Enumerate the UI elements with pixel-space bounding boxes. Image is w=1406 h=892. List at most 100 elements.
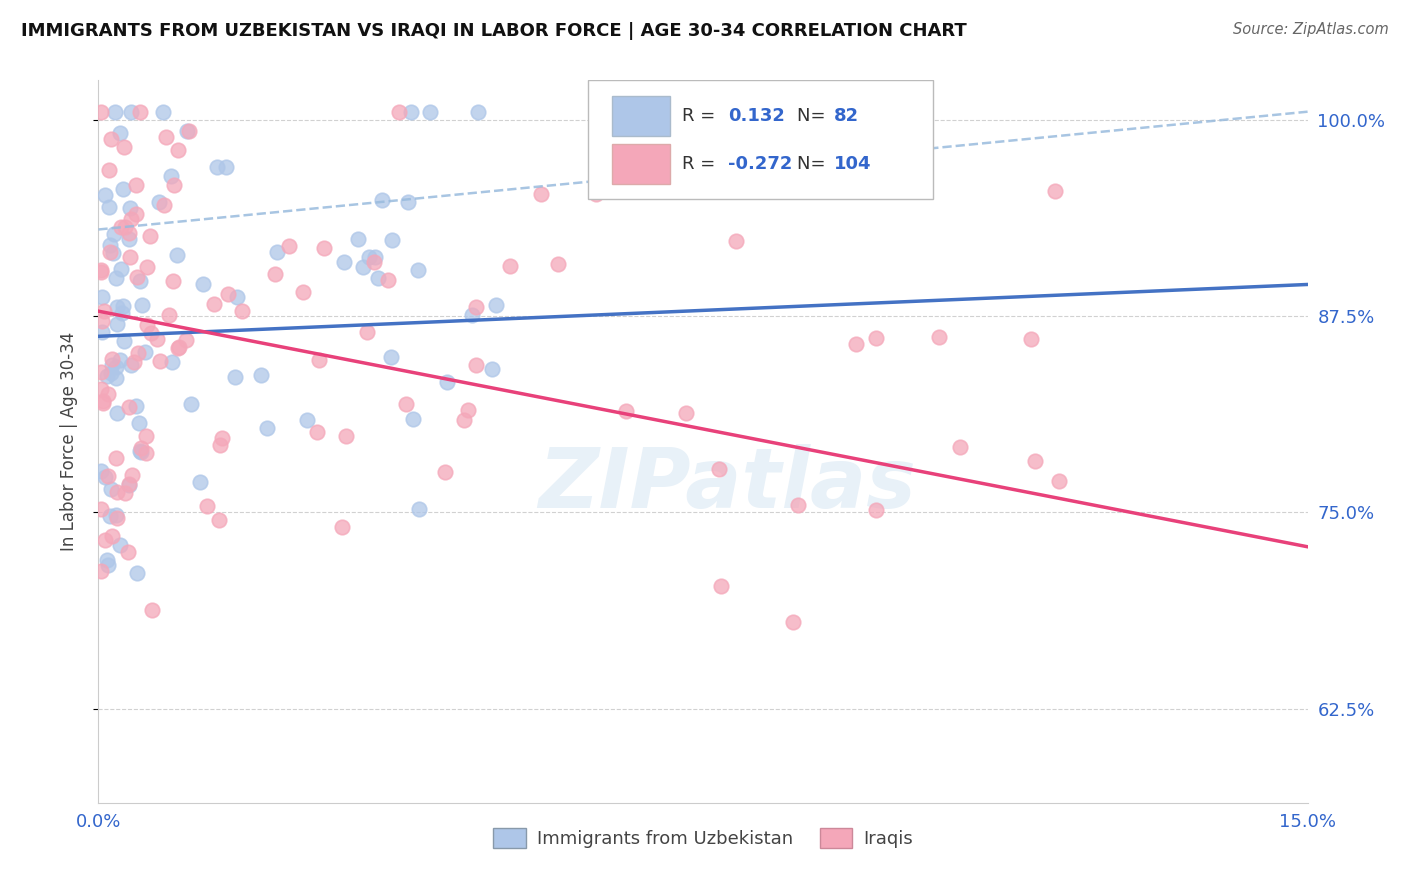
Point xyxy=(98,163,121,178)
Point xyxy=(105,485,128,500)
Point xyxy=(359,250,381,264)
Point xyxy=(202,297,225,311)
Point xyxy=(180,397,202,411)
Point xyxy=(1043,184,1066,198)
Point xyxy=(108,127,131,141)
Point xyxy=(191,277,214,291)
Point xyxy=(949,440,972,454)
Point xyxy=(436,376,458,390)
Point xyxy=(139,326,162,341)
Point xyxy=(90,365,112,379)
Point xyxy=(174,333,197,347)
Point xyxy=(111,306,134,320)
Point xyxy=(101,246,124,260)
Point xyxy=(131,298,153,312)
Point xyxy=(90,263,112,277)
Point xyxy=(100,508,122,523)
Point xyxy=(1047,474,1070,488)
Point xyxy=(406,263,429,277)
Point xyxy=(98,200,121,214)
Point xyxy=(845,337,868,351)
Point xyxy=(364,251,387,265)
Text: -0.272: -0.272 xyxy=(728,155,793,173)
Point xyxy=(388,104,411,119)
Point xyxy=(157,309,180,323)
Point xyxy=(90,326,112,340)
Text: ZIPatlas: ZIPatlas xyxy=(538,444,917,525)
Point xyxy=(367,271,389,285)
Text: Source: ZipAtlas.com: Source: ZipAtlas.com xyxy=(1233,22,1389,37)
Point xyxy=(114,219,136,234)
Point xyxy=(408,501,430,516)
Point xyxy=(226,290,249,304)
Point xyxy=(149,354,172,368)
Point xyxy=(112,334,135,349)
Point xyxy=(127,346,149,360)
Point xyxy=(786,498,808,512)
Point xyxy=(120,250,142,264)
Point xyxy=(91,396,114,410)
Point xyxy=(395,397,418,411)
Point xyxy=(111,299,134,313)
Point xyxy=(136,318,159,332)
Point xyxy=(118,226,141,240)
Point xyxy=(138,229,160,244)
Point xyxy=(208,437,231,451)
Point xyxy=(308,353,330,368)
Point xyxy=(675,406,697,420)
Point xyxy=(305,425,328,439)
Point xyxy=(585,186,607,201)
Point xyxy=(166,248,188,262)
Point xyxy=(120,358,142,372)
Point xyxy=(129,444,152,458)
Point xyxy=(614,404,637,418)
Point xyxy=(127,269,149,284)
Point xyxy=(98,244,121,259)
Point xyxy=(499,259,522,273)
Point xyxy=(231,303,253,318)
Text: 0.132: 0.132 xyxy=(728,107,786,125)
Point xyxy=(90,565,112,579)
Point xyxy=(371,193,394,207)
Point xyxy=(105,271,128,285)
Point xyxy=(118,232,141,246)
Point xyxy=(335,429,357,443)
Point xyxy=(314,241,336,255)
Point xyxy=(93,304,115,318)
Text: IMMIGRANTS FROM UZBEKISTAN VS IRAQI IN LABOR FORCE | AGE 30-34 CORRELATION CHART: IMMIGRANTS FROM UZBEKISTAN VS IRAQI IN L… xyxy=(21,22,967,40)
Point xyxy=(155,129,177,144)
Point xyxy=(865,330,887,344)
Point xyxy=(120,104,142,119)
Point xyxy=(118,478,141,492)
Point xyxy=(363,254,385,268)
Point xyxy=(135,428,157,442)
Point xyxy=(98,238,121,252)
Point xyxy=(105,508,128,523)
Point xyxy=(167,340,190,354)
Point xyxy=(928,330,950,344)
Point xyxy=(128,104,150,119)
Point xyxy=(433,465,456,479)
Y-axis label: In Labor Force | Age 30-34: In Labor Force | Age 30-34 xyxy=(59,332,77,551)
Point xyxy=(96,553,118,567)
Point xyxy=(125,178,148,192)
Point xyxy=(148,194,170,209)
Point xyxy=(114,485,136,500)
Point xyxy=(211,431,233,445)
Point xyxy=(208,513,231,527)
Point xyxy=(97,558,120,573)
Point xyxy=(108,352,131,367)
Point xyxy=(865,503,887,517)
Text: R =: R = xyxy=(682,155,721,173)
Point xyxy=(120,212,142,227)
Point xyxy=(457,402,479,417)
Point xyxy=(453,413,475,427)
Point xyxy=(141,603,163,617)
Point xyxy=(145,332,167,346)
Point xyxy=(1024,453,1046,467)
Point xyxy=(330,520,353,534)
Point xyxy=(100,529,122,543)
Point xyxy=(153,198,176,212)
Point xyxy=(402,412,425,426)
Point xyxy=(90,502,112,516)
